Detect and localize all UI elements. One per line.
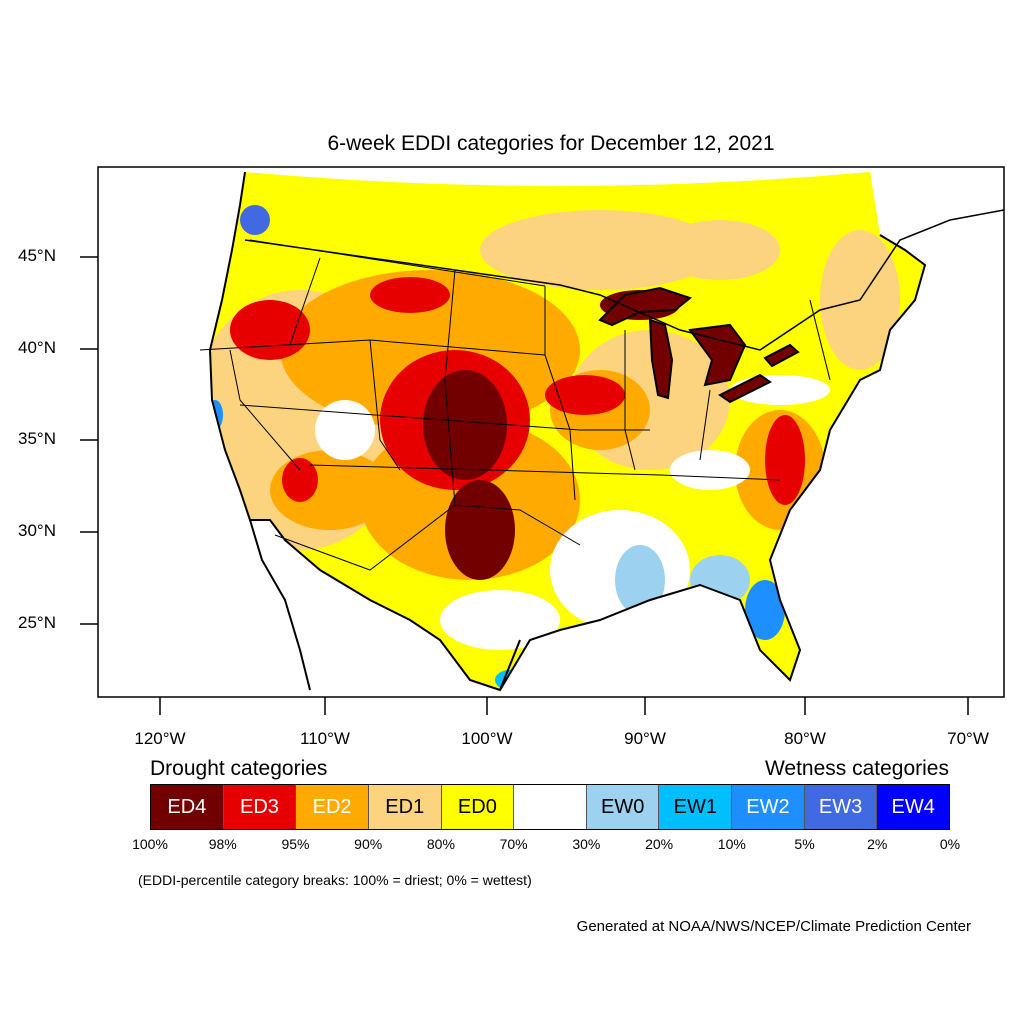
legend-box-ed4: ED4 [151,785,224,829]
break-label: 5% [794,836,815,852]
legend-color-bar: ED4 ED3 ED2 ED1 ED0 EW0 EW1 EW2 EW3 EW4 [150,784,950,830]
legend-box-ed2: ED2 [296,785,369,829]
legend-box-ew4: EW4 [877,785,950,829]
break-label: 20% [645,836,674,852]
wetness-categories-heading: Wetness categories [764,757,949,780]
lat-ticks [80,256,98,625]
mexico-east-coast [499,639,521,691]
break-label: 30% [572,836,601,852]
baja-coast [249,519,311,691]
break-label: 80% [426,836,455,852]
lat-label-40: 40°N [18,338,56,357]
lat-label-30: 30°N [18,521,56,540]
lon-label-100: 100°W [461,729,513,748]
break-label: 70% [499,836,528,852]
break-label: 2% [867,836,888,852]
legend-box-ew0: EW0 [586,785,660,829]
lake-huron [688,323,747,387]
eddi-map [80,166,1005,715]
lat-label-45: 45°N [18,246,56,265]
lake-ontario [763,343,800,368]
lon-ticks [159,697,969,715]
break-label: 0% [939,836,961,852]
legend-box-normal [514,785,587,829]
legend-box-ew2: EW2 [732,785,805,829]
lon-label-110: 110°W [300,729,350,748]
coastline [208,171,927,692]
break-label: 90% [354,836,383,852]
legend-box-ed3: ED3 [223,785,297,829]
break-label: 98% [208,836,237,852]
category-breaks-note: (EDDI-percentile category breaks: 100% =… [138,872,532,888]
break-label: 95% [281,836,310,852]
lake-michigan [648,318,674,400]
lon-label-80: 80°W [784,729,826,748]
lon-label-90: 90°W [624,729,666,748]
land-area [210,172,925,690]
lake-erie [718,373,772,404]
legend-box-ew3: EW3 [804,785,878,829]
canada-border [244,209,1004,351]
legend-box-ed0: ED0 [441,785,515,829]
legend-box-ed1: ED1 [368,785,442,829]
map-frame [97,166,1005,698]
map-title: 6-week EDDI categories for December 12, … [327,132,775,155]
lake-superior [598,286,693,327]
lon-label-70: 70°W [947,729,989,748]
break-label: 100% [132,836,168,852]
drought-categories-heading: Drought categories [150,757,328,780]
lon-label-120: 120°W [134,729,186,748]
state-boundaries [199,239,831,571]
break-label: 10% [717,836,746,852]
lat-label-25: 25°N [18,613,56,632]
lat-label-35: 35°N [18,429,56,448]
credit-line: Generated at NOAA/NWS/NCEP/Climate Predi… [576,918,971,935]
legend-box-ew1: EW1 [659,785,733,829]
